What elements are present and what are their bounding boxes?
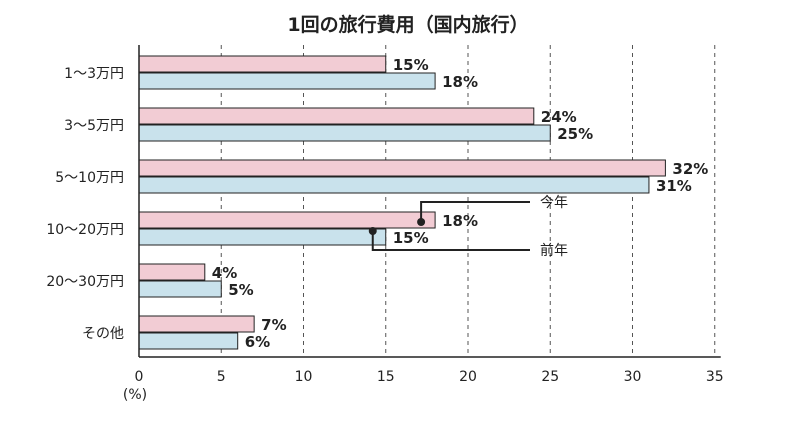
bar	[138, 211, 436, 229]
data-label: 32%	[672, 160, 708, 178]
data-label: 4%	[212, 264, 237, 282]
bar	[138, 176, 650, 194]
x-tick-label: 25	[541, 369, 559, 385]
x-tick-label: 35	[706, 369, 724, 385]
x-unit-label: (%)	[123, 387, 147, 403]
bar	[138, 55, 387, 73]
data-label: 5%	[228, 281, 253, 299]
data-label: 25%	[557, 125, 593, 143]
bar	[138, 228, 387, 246]
bar	[138, 315, 255, 333]
bar	[138, 159, 666, 177]
bars	[138, 55, 666, 350]
data-label: 18%	[442, 73, 478, 91]
data-label: 31%	[656, 177, 692, 195]
category-label: 3〜5万円	[64, 118, 124, 134]
value-labels: 15% 18% 24%25% 32%31% 18% 15% 4%5% 7%6%	[212, 56, 709, 351]
axes: 0 5 10 15 20 25 30 35 (%)	[123, 45, 724, 403]
data-label: 18%	[442, 212, 478, 230]
category-label: その他	[82, 326, 124, 342]
category-label: 1〜3万円	[64, 66, 124, 82]
x-tick-label: 20	[459, 369, 477, 385]
category-label: 20〜30万円	[46, 274, 124, 290]
category-label: 5〜10万円	[55, 170, 124, 186]
gridlines	[220, 45, 716, 357]
legend-this-year: 今年	[540, 195, 568, 211]
data-label: 15%	[393, 229, 429, 247]
chart-title: 1回の旅行費用（国内旅行）	[287, 13, 528, 36]
callout-line	[371, 231, 530, 251]
data-label: 7%	[261, 316, 286, 334]
bar	[138, 280, 222, 298]
data-label: 6%	[245, 333, 270, 351]
bar	[138, 72, 436, 90]
x-tick-label: 30	[624, 369, 642, 385]
bar	[138, 124, 551, 142]
x-tick-label: 5	[217, 369, 226, 385]
bar	[138, 263, 206, 281]
x-tick-label: 10	[295, 369, 313, 385]
bar	[138, 107, 535, 125]
category-label: 10〜20万円	[46, 222, 124, 238]
data-label: 24%	[541, 108, 577, 126]
x-tick-label: 15	[377, 369, 395, 385]
bar	[138, 332, 239, 350]
x-tick-label: 0	[135, 369, 144, 385]
legend-last-year: 前年	[540, 242, 568, 259]
data-label: 15%	[393, 56, 429, 74]
callout-line	[420, 201, 530, 222]
